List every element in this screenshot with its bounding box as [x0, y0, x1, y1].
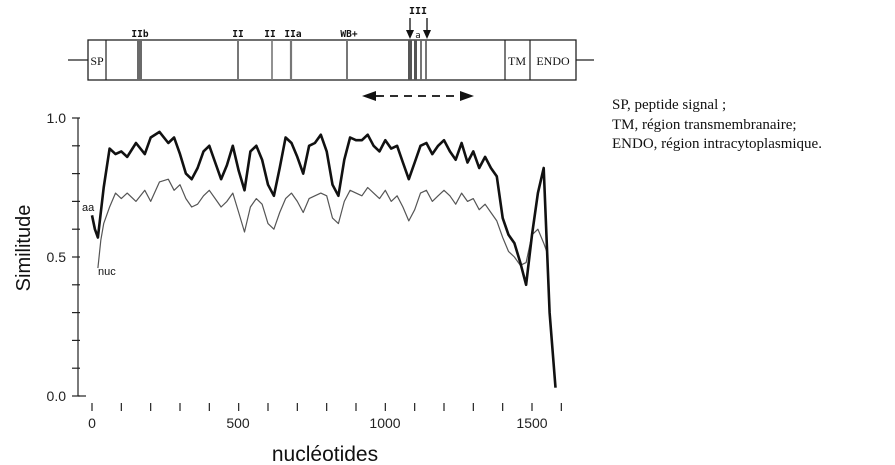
series-label-aa: aa [82, 202, 95, 214]
segment-label-endo: ENDO [536, 54, 570, 68]
motif-label-wb: WB+ [340, 29, 357, 40]
motif-bar-iii-b [414, 40, 417, 80]
x-tick-label-1500: 1500 [516, 415, 547, 431]
segment-label-sp: SP [90, 54, 104, 68]
series-line-nuc [97, 178, 548, 269]
dashed-region-arrow [362, 91, 474, 101]
segment-label-tm: TM [508, 54, 526, 68]
series-label-nuc: nuc [98, 266, 116, 278]
x-tick-label-1000: 1000 [369, 415, 400, 431]
motif-bar-iib [137, 40, 142, 80]
motif-label-iia: IIa [284, 29, 301, 40]
motif-bar-iii-a [408, 40, 412, 80]
series-line-aa [90, 130, 557, 388]
motif-label-ii-1: II [232, 29, 243, 40]
y-tick-label-0: 0.0 [47, 388, 67, 404]
legend-line-sp: SP, peptide signal ; [612, 97, 727, 113]
y-tick-label-1: 1.0 [47, 110, 67, 126]
x-minor-ticks [91, 403, 562, 411]
y-axis-label: Similitude [13, 205, 35, 292]
motif-label-ii-2: II [264, 29, 275, 40]
legend-line-endo: ENDO, région intracytoplasmique. [612, 136, 822, 152]
x-tick-label-500: 500 [226, 415, 250, 431]
motif-iii-arrows [406, 18, 431, 39]
legend-text: SP, peptide signal ; TM, région transmem… [612, 96, 822, 155]
plot-area: 1.0 0.5 0.0 0 500 1000 1500 Similitude n… [13, 110, 562, 465]
y-minor-ticks [72, 117, 80, 397]
gene-map-box [87, 39, 577, 81]
x-tick-label-0: 0 [88, 415, 96, 431]
legend-line-tm: TM, région transmembranaire; [612, 116, 797, 133]
motif-label-a: a [415, 31, 420, 41]
motif-label-iib: IIb [131, 29, 148, 40]
gene-map: SP TM ENDO IIb II II IIa WB+ III a [68, 6, 594, 101]
x-axis-label: nucléotides [272, 443, 378, 465]
motif-label-iii: III [409, 6, 427, 17]
y-tick-label-05: 0.5 [47, 249, 67, 265]
